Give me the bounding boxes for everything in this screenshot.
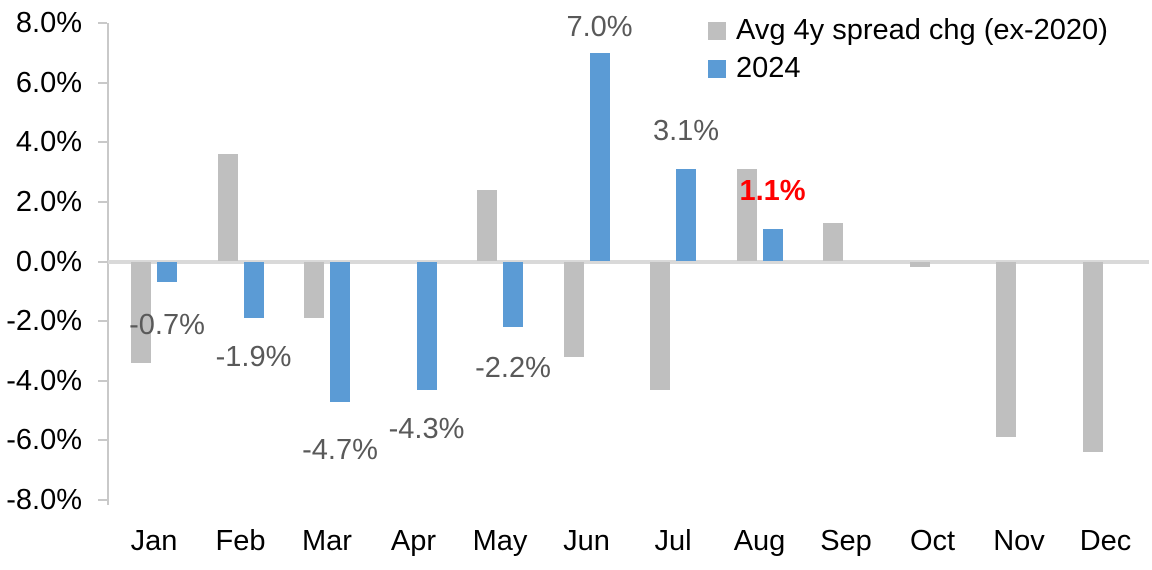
y-tick-mark <box>98 81 107 84</box>
bar-2024-mar <box>330 261 350 402</box>
x-label-nov: Nov <box>993 525 1045 557</box>
y-axis-line <box>107 23 109 505</box>
bar-avg-aug <box>736 169 757 262</box>
x-label-dec: Dec <box>1079 525 1132 557</box>
bar-avg-feb <box>217 154 238 262</box>
bar-avg-nov <box>996 261 1016 438</box>
y-tick-mark <box>98 141 107 144</box>
y-tick-mark <box>98 498 107 501</box>
bar-2024-feb <box>243 261 264 319</box>
y-tick-mark <box>98 320 107 323</box>
x-label-aug: Aug <box>733 525 786 557</box>
y-label-8: 8.0% <box>15 7 82 40</box>
y-label-4: 4.0% <box>15 126 82 159</box>
data-label-aug: 1.1% <box>739 175 806 207</box>
bar-avg-may <box>477 189 497 262</box>
legend-swatch-blue-icon <box>708 59 726 78</box>
x-label-jul: Jul <box>654 525 692 557</box>
y-label--2: -2.0% <box>6 305 82 338</box>
legend-item-avg: Avg 4y spread chg (ex-2020) <box>708 14 1108 47</box>
bar-2024-jan <box>157 261 177 283</box>
x-label-may: May <box>472 525 528 557</box>
legend-label-2024: 2024 <box>736 52 801 84</box>
y-label-6: 6.0% <box>15 66 82 99</box>
y-tick-mark <box>98 379 107 382</box>
y-tick-mark <box>98 200 107 203</box>
legend-label-avg: Avg 4y spread chg (ex-2020) <box>736 14 1108 46</box>
y-tick-mark <box>98 439 107 442</box>
bar-2024-jul <box>676 169 696 262</box>
legend-swatch-gray-icon <box>708 21 726 40</box>
y-label-2: 2.0% <box>15 185 82 218</box>
x-label-feb: Feb <box>215 525 266 557</box>
legend: Avg 4y spread chg (ex-2020) 2024 <box>708 14 1108 85</box>
bar-avg-oct <box>909 261 930 268</box>
bar-2024-aug <box>762 228 783 262</box>
data-label-jan: -0.7% <box>129 309 205 342</box>
bar-avg-dec <box>1082 261 1103 453</box>
bar-avg-jul <box>650 261 670 390</box>
bar-2024-apr <box>416 261 437 390</box>
x-label-oct: Oct <box>909 525 956 557</box>
bar-2024-jun <box>589 52 610 262</box>
zero-line <box>108 259 1149 264</box>
data-label-jul: 3.1% <box>652 115 720 147</box>
x-label-jan: Jan <box>130 525 178 557</box>
y-tick-mark <box>98 22 107 25</box>
y-label--4: -4.0% <box>6 364 82 397</box>
x-label-jun: Jun <box>563 525 610 557</box>
data-label-apr: -4.3% <box>388 412 465 445</box>
bar-avg-jun <box>563 261 584 357</box>
x-label-apr: Apr <box>390 525 437 557</box>
data-label-mar: -4.7% <box>302 433 378 466</box>
bar-2024-may <box>503 261 523 328</box>
x-label-mar: Mar <box>302 525 352 557</box>
data-label-may: -2.2% <box>475 352 551 385</box>
y-tick-mark <box>98 260 107 263</box>
bar-avg-mar <box>304 261 324 319</box>
y-label--6: -6.0% <box>6 424 82 457</box>
y-label--8: -8.0% <box>6 483 82 516</box>
x-label-sep: Sep <box>820 525 872 557</box>
data-label-jun: 7.0% <box>566 11 633 43</box>
bar-avg-sep <box>823 222 843 262</box>
data-label-feb: -1.9% <box>215 341 292 374</box>
bar-avg-jan <box>131 261 151 363</box>
legend-item-2024: 2024 <box>708 52 1108 85</box>
y-label-0: 0.0% <box>15 245 82 278</box>
